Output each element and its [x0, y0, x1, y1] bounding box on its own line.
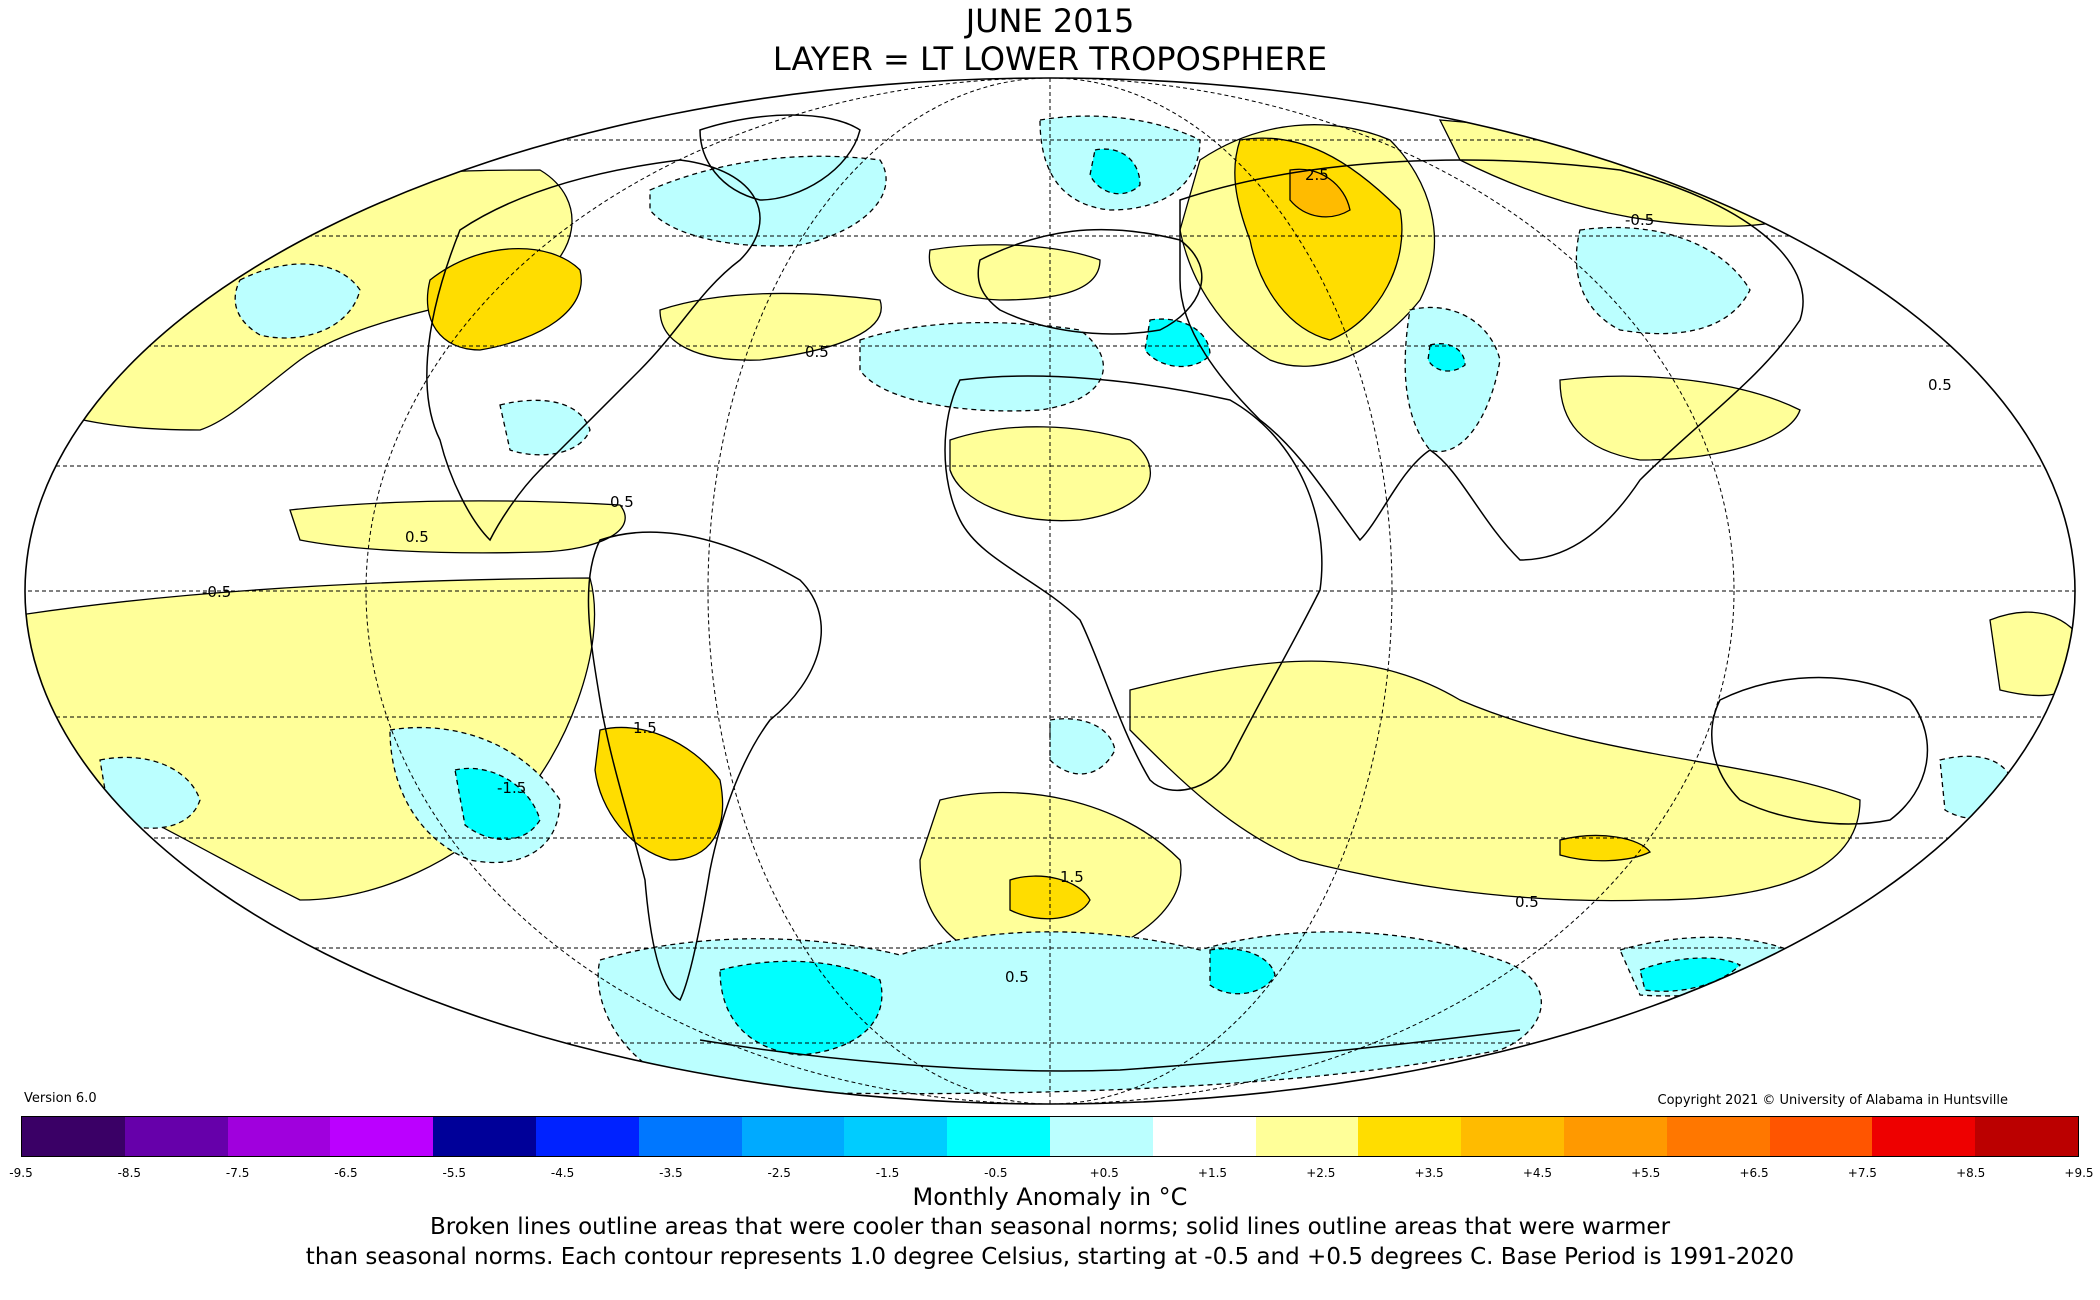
color-scale-tick-label: -6.5: [334, 1166, 358, 1180]
color-scale-tick-label: +3.5: [1414, 1166, 1444, 1180]
warm-region-europe: [928, 244, 1101, 301]
cool-region-southeast-indian-strong: [1639, 957, 1742, 992]
color-scale-cell: [1563, 1117, 1667, 1156]
color-scale-cell: [844, 1117, 948, 1156]
contour-label: 1.5: [1060, 868, 1084, 886]
color-scale-cell: [1255, 1117, 1359, 1156]
warm-region-tropical-pacific: [289, 500, 626, 554]
cool-region-north-atlantic: [649, 155, 887, 247]
warm-region-south-america: [594, 726, 724, 861]
contour-label: 1.5: [633, 719, 657, 737]
color-scale-tick-label: -0.5: [984, 1166, 1008, 1180]
chart-subtitle: LAYER = LT LOWER TROPOSPHERE: [772, 40, 1328, 78]
color-scale-tick-label: +4.5: [1522, 1166, 1552, 1180]
cool-region-antarctic-strong-2: [1209, 948, 1276, 995]
color-scale-tick-label: +2.5: [1306, 1166, 1336, 1180]
cool-region-south-pacific-strong: [454, 767, 541, 841]
color-scale-tick-label: -4.5: [550, 1166, 575, 1180]
units-label: Monthly Anomaly in °C: [912, 1183, 1188, 1211]
cool-region-north-pacific: [234, 263, 361, 339]
color-scale-tick-label: -8.5: [117, 1166, 142, 1180]
contour-labels: 0.5 0.5 0.5 0.5 0.5 0.5 1.5 1.5 2.5 -0.5…: [202, 166, 1952, 986]
warm-region-russia-strong: [1234, 137, 1403, 341]
contour-label: 0.5: [1515, 893, 1539, 911]
cool-region-antarctic-strong: [719, 960, 883, 1056]
color-scale-tick-label: +9.5: [2064, 1166, 2094, 1180]
cool-region-mediterranean: [859, 321, 1105, 412]
cool-region-scandinavia-strong: [1089, 148, 1141, 195]
contour-label: 0.5: [1005, 968, 1029, 986]
color-scale-cell: [433, 1117, 536, 1156]
cool-region-himalaya-strong: [1427, 343, 1466, 372]
color-scale-tick-label: -9.5: [9, 1166, 33, 1180]
asia-outline: [1179, 159, 1804, 561]
warm-region-east-siberia-strong: [1289, 168, 1351, 218]
warm-region-east-pacific: [1989, 611, 2075, 697]
color-scale-tick-label: +6.5: [1739, 1166, 1769, 1180]
south-america-outline: [587, 531, 823, 1002]
contour-label: 0.5: [1928, 376, 1952, 394]
color-scale-tick-label: +1.5: [1197, 1166, 1228, 1180]
color-scale-tick-label: +8.5: [1956, 1166, 1986, 1180]
contour-label: -0.5: [202, 583, 231, 601]
color-scale-cell: [1152, 1117, 1256, 1156]
color-scale-cell: [1666, 1117, 1770, 1156]
color-scale-bar: [21, 1116, 2079, 1157]
color-scale-cell: [227, 1117, 331, 1156]
map-fill-layer: [25, 78, 2075, 1104]
color-scale-cell: [124, 1117, 228, 1156]
color-scale-cell: [330, 1117, 434, 1156]
africa-outline: [944, 375, 1323, 792]
color-scale-tick-label: -7.5: [225, 1166, 250, 1180]
color-scale-cell: [535, 1117, 639, 1156]
color-scale-cell: [1769, 1117, 1873, 1156]
color-scale-tick-label: -1.5: [875, 1166, 900, 1180]
color-scale-cell: [947, 1117, 1050, 1156]
color-scale-cell: [1872, 1117, 1976, 1156]
antarctica-outline: [699, 1029, 1521, 1072]
color-scale-tick-label: -5.5: [442, 1166, 466, 1180]
color-scale-cell: [1975, 1117, 2078, 1156]
color-scale-tick-label: -2.5: [767, 1166, 791, 1180]
contour-label: 2.5: [1305, 166, 1329, 184]
color-scale-cell: [1461, 1117, 1564, 1156]
warm-region-atlantic: [659, 292, 882, 361]
legend-note-line-1: Broken lines outline areas that were coo…: [429, 1214, 1671, 1240]
chart-title: JUNE 2015: [965, 2, 1135, 40]
version-label: Version 6.0: [24, 1091, 97, 1106]
australia-outline: [1711, 676, 1929, 825]
warm-region-west-pacific: [1559, 375, 1801, 461]
copyright-label: Copyright 2021 © University of Alabama i…: [1657, 1093, 2008, 1108]
contour-label: -1.5: [497, 779, 526, 797]
greenland-outline: [699, 114, 861, 201]
color-scale-ticks: -9.5 -8.5 -7.5 -6.5 -5.5 -4.5 -3.5 -2.5 -1.5 -0.5…: [0, 1166, 2100, 1182]
contour-label: -0.5: [1625, 211, 1654, 229]
color-scale-tick-label: -3.5: [659, 1166, 683, 1180]
contour-label: 0.5: [610, 493, 634, 511]
contour-label: 0.5: [405, 528, 429, 546]
legend-note-line-2: than seasonal norms. Each contour repres…: [305, 1244, 1795, 1270]
color-scale-cell: [1049, 1117, 1153, 1156]
color-scale-tick-label: +7.5: [1847, 1166, 1877, 1180]
continent-outlines: [426, 114, 1929, 1072]
cool-region-central-asia: [1404, 306, 1501, 453]
cool-region-mediterranean-strong: [1144, 318, 1211, 368]
europe-outline: [977, 228, 1203, 335]
color-scale-tick-label: +0.5: [1089, 1166, 1119, 1180]
warm-region-indian-strong: [1559, 834, 1651, 862]
cool-region-south-atlantic: [1049, 718, 1116, 775]
cool-region-gulf-mexico: [499, 399, 591, 456]
contour-label: 0.5: [805, 343, 829, 361]
color-scale-tick-label: +5.5: [1631, 1166, 1661, 1180]
color-scale-cell: [741, 1117, 845, 1156]
map-boundary: [24, 77, 2076, 1105]
color-scale-cell: [22, 1117, 125, 1156]
color-scale-cell: [1358, 1117, 1462, 1156]
color-scale-cell: [638, 1117, 742, 1156]
warm-region-south-indian: [1129, 660, 1861, 902]
